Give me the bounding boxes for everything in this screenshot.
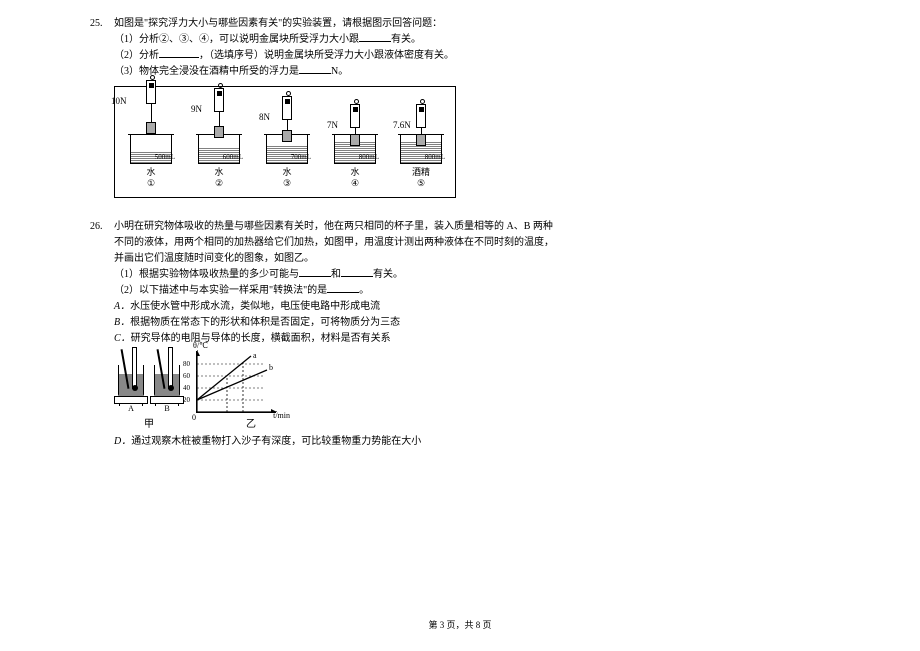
blank (341, 267, 373, 277)
y-tick-label: 80 (183, 360, 190, 368)
problem-26: 26. 小明在研究物体吸收的热量与哪些因素有关时，他在两只相同的杯子里，装入质量… (90, 219, 830, 450)
q25-1-text-b: 有关。 (391, 34, 421, 45)
spring-reading: 7.6N (393, 120, 411, 130)
caption-jia: 甲 (114, 415, 184, 430)
blank (359, 32, 391, 42)
origin-label: 0 (192, 413, 196, 422)
problem-stem-l2: 不同的液体，用两个相同的加热器给它们加热，如图甲，用温度计测出两种液体在不同时刻… (114, 235, 830, 251)
option-c-text: 研究导体的电阻与导体的长度，横截面积，材料是否有关系 (131, 333, 391, 344)
blank (299, 64, 331, 74)
problem-number: 25. (90, 16, 114, 32)
q25-3-text-b: N。 (331, 66, 348, 77)
liquid-label: 水 (117, 165, 185, 178)
page-footer: 第 3 页，共 8 页 (0, 618, 920, 631)
blank (327, 283, 359, 293)
graph-svg: a b (197, 350, 277, 412)
volume-label: 700mL (291, 153, 311, 161)
y-tick-label: 60 (183, 372, 190, 380)
q26-1-text-b: 有关。 (373, 269, 403, 280)
problem-stem-l1: 小明在研究物体吸收的热量与哪些因素有关时，他在两只相同的杯子里，装入质量相等的 … (114, 219, 830, 235)
q25-2-text-a: （2）分析 (114, 50, 159, 61)
q25-1: （1）分析②、③、④，可以说明金属块所受浮力大小跟 有关。 (114, 32, 830, 48)
q26-2-text-b: 。 (359, 285, 369, 296)
x-axis-label: t/min (273, 411, 290, 420)
q26-1-text-a: （1）根据实验物体吸收热量的多少可能与 (114, 269, 299, 280)
volume-label: 800mL (359, 153, 379, 161)
apparatus-4: 7N 800mL 水④ (321, 104, 389, 189)
blank (299, 267, 331, 277)
apparatus-3: 8N 700mL 水③ (253, 96, 321, 189)
setup-index: ① (117, 178, 185, 189)
q26-2-text-a: （2）以下描述中与本实验一样采用"转换法"的是 (114, 285, 327, 296)
y-tick-label: 20 (183, 396, 190, 404)
spring-reading: 7N (327, 120, 338, 130)
spring-reading: 10N (111, 96, 127, 106)
figure-25: 10N500mL水①9N600mL水②8N700mL水③7N800mL水④7.6… (114, 86, 456, 198)
q25-1-text-a: （1）分析②、③、④，可以说明金属块所受浮力大小跟 (114, 34, 359, 45)
q25-3-text-a: （3）物体完全浸没在酒精中所受的浮力是 (114, 66, 299, 77)
problem-stem-l3: 并画出它们温度随时间变化的图象，如图乙。 (114, 251, 830, 267)
heater-b: B (150, 365, 184, 413)
liquid-label: 酒精 (387, 165, 455, 178)
blank (159, 48, 199, 58)
option-d-text: 通过观察木桩被重物打入沙子有深度，可比较重物重力势能在大小 (131, 436, 421, 447)
setup-index: ③ (253, 178, 321, 189)
setup-index: ② (185, 178, 253, 189)
problem-25: 25. 如图是"探究浮力大小与哪些因素有关"的实验装置，请根据图示回答问题： （… (90, 16, 830, 201)
option-a: A．水压使水管中形成水流，类似地，电压使电路中形成电流 (114, 299, 830, 315)
q25-3: （3）物体完全浸没在酒精中所受的浮力是 N。 (114, 64, 830, 80)
volume-label: 600mL (223, 153, 243, 161)
q26-1-text-mid: 和 (331, 269, 341, 280)
q25-2-text-b: ，（选填序号）说明金属块所受浮力大小跟液体密度有关。 (199, 50, 454, 61)
setup-index: ④ (321, 178, 389, 189)
q25-2: （2）分析 ，（选填序号）说明金属块所受浮力大小跟液体密度有关。 (114, 48, 830, 64)
apparatus-1: 10N500mL水① (117, 80, 185, 189)
liquid-label: 水 (253, 165, 321, 178)
figure-26: A B 甲 θ/℃ t/min 0 (114, 351, 830, 430)
problem-number: 26. (90, 219, 114, 235)
apparatus-5: 7.6N 800mL 酒精⑤ (387, 104, 455, 189)
y-axis-label: θ/℃ (193, 341, 208, 350)
setup-index: ⑤ (387, 178, 455, 189)
liquid-label: 水 (185, 165, 253, 178)
spring-reading: 8N (259, 112, 270, 122)
graph: θ/℃ t/min 0 (196, 351, 276, 413)
q26-1: （1）根据实验物体吸收热量的多少可能与 和 有关。 (114, 267, 830, 283)
option-b-text: 根据物质在常态下的形状和体积是否固定，可将物质分为三态 (130, 317, 400, 328)
spring-reading: 9N (191, 104, 202, 114)
option-a-text: 水压使水管中形成水流，类似地，电压使电路中形成电流 (130, 301, 380, 312)
y-tick-label: 40 (183, 384, 190, 392)
volume-label: 500mL (155, 153, 175, 161)
option-b: B．根据物质在常态下的形状和体积是否固定，可将物质分为三态 (114, 315, 830, 331)
option-c: C．研究导体的电阻与导体的长度，横截面积，材料是否有关系 (114, 331, 830, 347)
liquid-label: 水 (321, 165, 389, 178)
q26-2: （2）以下描述中与本实验一样采用"转换法"的是 。 (114, 283, 830, 299)
volume-label: 800mL (425, 153, 445, 161)
problem-stem: 如图是"探究浮力大小与哪些因素有关"的实验装置，请根据图示回答问题： (114, 16, 830, 32)
apparatus-2: 9N 600mL 水② (185, 88, 253, 189)
option-d: D．通过观察木桩被重物打入沙子有深度，可比较重物重力势能在大小 (114, 434, 830, 450)
svg-text:b: b (269, 363, 273, 372)
heater-a: A (114, 365, 148, 413)
svg-text:a: a (253, 351, 257, 360)
caption-yi: 乙 (226, 415, 276, 430)
